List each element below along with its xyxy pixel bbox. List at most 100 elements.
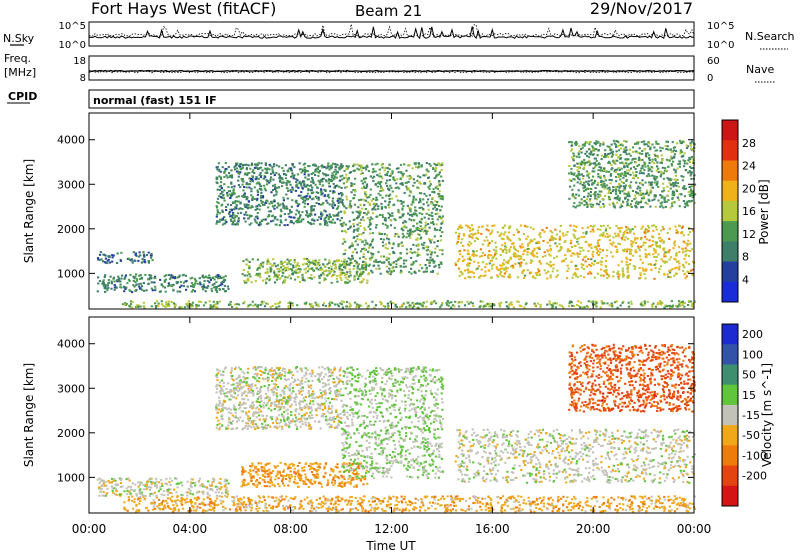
echo-cell <box>573 164 576 167</box>
echo-cell <box>656 303 659 306</box>
echo-cell <box>682 302 685 305</box>
echo-cell <box>282 204 285 207</box>
echo-cell <box>219 196 223 199</box>
echo-cell <box>343 210 346 213</box>
echo-cell <box>339 264 342 267</box>
echo-cell <box>661 166 664 169</box>
echo-cell <box>247 304 250 307</box>
echo-cell <box>102 281 105 284</box>
echo-cell <box>634 142 637 145</box>
echo-cell <box>634 150 637 153</box>
echo-cell <box>352 230 355 233</box>
echo-cell <box>342 204 345 207</box>
echo-cell <box>458 274 461 277</box>
echo-cell <box>333 221 337 224</box>
echo-cell <box>637 163 641 166</box>
echo-cell <box>622 185 625 188</box>
echo-cell <box>235 204 238 207</box>
echo-cell <box>392 250 395 253</box>
echo-cell <box>545 262 548 265</box>
echo-cell <box>580 202 583 205</box>
echo-cell <box>617 242 620 245</box>
echo-cell <box>392 261 395 264</box>
echo-cell <box>340 186 343 189</box>
echo-cell <box>615 300 618 303</box>
echo-cell <box>506 260 509 263</box>
echo-cell <box>636 187 639 190</box>
echo-cell <box>208 274 211 277</box>
echo-cell <box>675 304 678 307</box>
echo-cell <box>279 203 282 206</box>
nave-label: Nave <box>746 63 774 76</box>
echo-cell <box>374 204 377 207</box>
echo-cell <box>536 272 539 274</box>
echo-cell <box>617 155 621 158</box>
echo-cell <box>353 218 356 221</box>
echo-cell <box>389 184 392 187</box>
echo-cell <box>619 173 622 176</box>
echo-cell <box>266 167 269 170</box>
echo-cell <box>578 156 581 159</box>
echo-cell <box>670 256 673 259</box>
echo-cell <box>682 186 685 189</box>
echo-cell <box>243 203 246 206</box>
echo-cell <box>671 190 674 193</box>
echo-cell <box>678 162 682 165</box>
echo-cell <box>418 220 421 223</box>
echo-cell <box>578 253 581 255</box>
echo-cell <box>408 178 412 181</box>
echo-cell <box>428 259 431 262</box>
echo-cell <box>420 164 423 167</box>
echo-cell <box>470 270 474 273</box>
echo-cell <box>327 267 330 270</box>
echo-cell <box>605 170 608 173</box>
echo-cell <box>360 304 363 307</box>
echo-cell <box>549 274 552 277</box>
echo-cell <box>649 189 652 192</box>
echo-cell <box>98 259 101 261</box>
echo-cell <box>545 226 548 229</box>
echo-cell <box>251 196 254 199</box>
echo-cell <box>669 306 672 309</box>
echo-cell <box>259 196 263 199</box>
echo-cell <box>611 167 614 170</box>
echo-cell <box>431 215 434 218</box>
echo-cell <box>278 177 282 180</box>
echo-cell <box>378 175 381 178</box>
echo-cell <box>320 188 323 191</box>
echo-cell <box>305 262 308 265</box>
echo-cell <box>603 176 606 179</box>
echo-cell <box>364 229 367 231</box>
echo-cell <box>185 497 188 500</box>
echo-cell <box>401 213 404 216</box>
echo-cell <box>265 222 269 225</box>
echo-cell <box>574 197 577 200</box>
echo-cell <box>687 233 690 236</box>
echo-cell <box>681 155 684 158</box>
echo-cell <box>509 276 512 278</box>
echo-cell <box>378 231 381 234</box>
echo-cell <box>636 165 639 167</box>
echo-cell <box>244 172 247 175</box>
echo-cell <box>411 251 414 254</box>
echo-cell <box>339 197 342 200</box>
echo-cell <box>384 166 387 169</box>
echo-cell <box>562 306 565 309</box>
echo-cell <box>559 245 562 248</box>
echo-cell <box>589 203 592 206</box>
echo-cell <box>603 302 606 305</box>
echo-cell <box>483 254 486 257</box>
echo-cell <box>392 176 395 179</box>
echo-cell <box>499 254 502 257</box>
echo-cell <box>375 203 378 206</box>
echo-cell <box>665 140 668 143</box>
echo-cell <box>281 185 284 188</box>
echo-cell <box>619 304 622 307</box>
echo-cell <box>280 177 283 179</box>
echo-cell <box>387 306 390 309</box>
echo-cell <box>194 282 197 285</box>
echo-cell <box>416 228 419 231</box>
echo-cell <box>674 225 677 228</box>
echo-cell <box>641 497 644 500</box>
echo-cell <box>643 143 646 146</box>
